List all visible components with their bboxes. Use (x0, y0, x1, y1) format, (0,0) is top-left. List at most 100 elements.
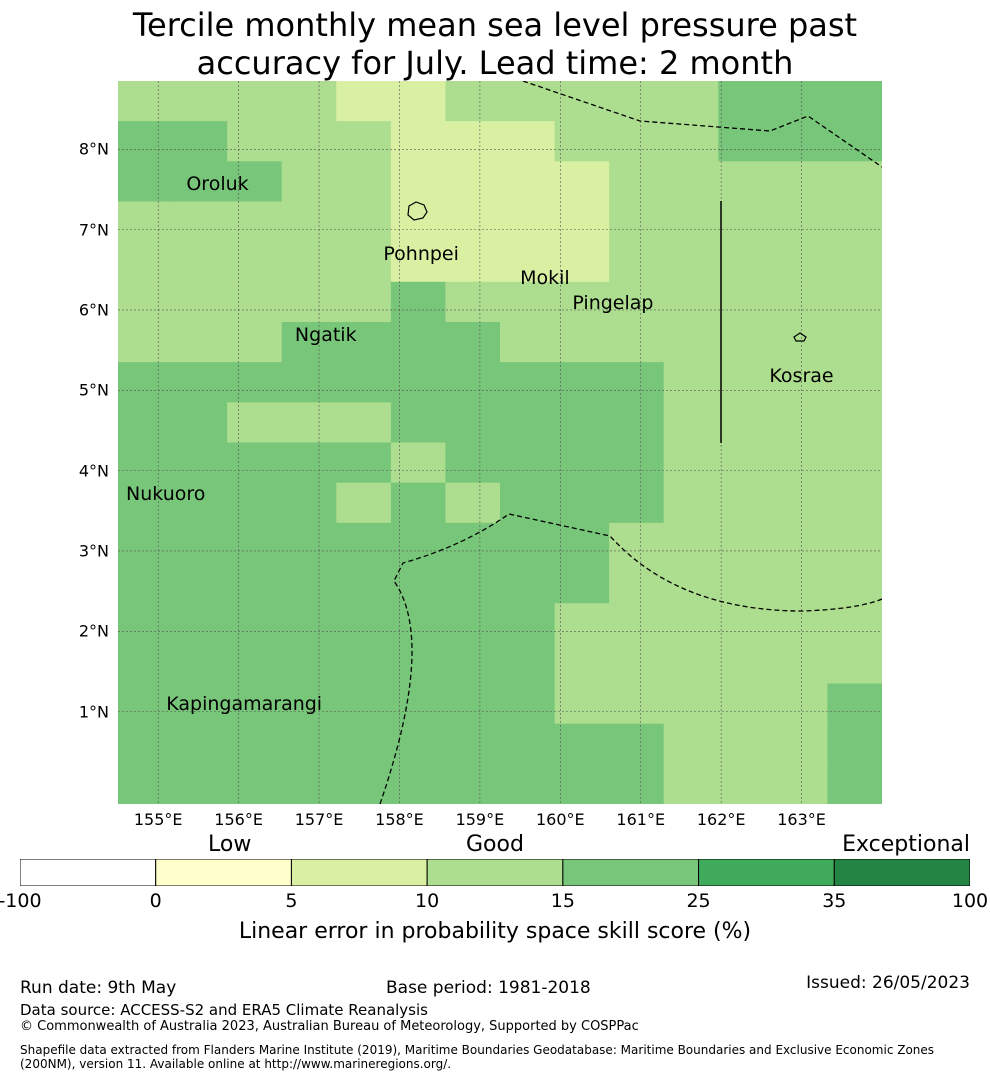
skill-cell (609, 362, 665, 403)
skill-cell (718, 563, 774, 604)
skill-cell (663, 402, 719, 444)
skill-cell (445, 201, 501, 243)
skill-cell (663, 442, 719, 484)
skill-cell (172, 161, 228, 203)
skill-cell (500, 442, 556, 484)
skill-cell (390, 241, 447, 283)
skill-cell (609, 241, 665, 283)
skill-cell (772, 442, 829, 484)
skill-cell (827, 81, 882, 122)
skill-cell (227, 522, 283, 564)
skill-cell (663, 81, 719, 122)
skill-cell (554, 161, 610, 203)
skill-cell (500, 322, 556, 363)
skill-cell (609, 161, 665, 203)
pohnpei-island-shape (407, 201, 428, 221)
colorbar-canvas (19, 858, 971, 887)
skill-cell (118, 81, 174, 122)
skill-cell (172, 603, 228, 644)
skill-cell (500, 161, 556, 203)
skill-cell (554, 121, 610, 162)
skill-cell (827, 362, 882, 403)
island-label: Ngatik (294, 323, 357, 346)
colorbar-segment (698, 858, 835, 887)
lon-tick-label: 162°E (696, 810, 746, 829)
skill-cell (772, 241, 829, 283)
skill-cell (663, 161, 719, 203)
skill-cell (336, 563, 392, 604)
skill-cell (772, 121, 829, 162)
lon-tick-label: 163°E (777, 810, 826, 829)
skill-cell (445, 402, 501, 444)
skill-cell (118, 281, 174, 323)
skill-cell (772, 482, 829, 524)
skill-cell (172, 723, 228, 765)
skill-cell (445, 482, 501, 524)
skill-cell (118, 402, 174, 444)
skill-cell (118, 563, 174, 604)
skill-cell (500, 241, 556, 283)
skill-cell (718, 522, 774, 564)
skill-cell (172, 482, 228, 524)
skill-cell (281, 643, 337, 685)
skill-cell (118, 201, 174, 243)
title-line-1: Tercile monthly mean sea level pressure … (132, 6, 858, 44)
skill-cell (227, 121, 283, 162)
skill-cell (390, 563, 447, 604)
skill-cell (227, 603, 283, 644)
skill-cell (500, 201, 556, 243)
skill-cell (500, 763, 556, 804)
skill-cell (554, 241, 610, 283)
lat-tick-label: 1°N (78, 702, 109, 722)
lat-tick-label: 4°N (78, 461, 109, 481)
skill-cell (827, 563, 882, 604)
skill-cell (772, 522, 829, 564)
skill-cell (554, 563, 610, 604)
skill-cell (118, 763, 174, 804)
skill-cell (118, 643, 174, 685)
skill-cell (172, 81, 228, 122)
skill-cell (390, 603, 447, 644)
colorbar-tick-label: 100 (951, 890, 989, 912)
skill-cell (827, 723, 882, 765)
skill-cell (390, 362, 447, 403)
skill-cell (772, 643, 829, 685)
skill-cell (390, 81, 447, 122)
title-line-2: accuracy for July. Lead time: 2 month (196, 44, 794, 82)
skill-cell (336, 121, 392, 162)
skill-cell (336, 683, 392, 725)
skill-cell (772, 362, 829, 403)
skill-cell (718, 603, 774, 644)
skill-cell (336, 482, 392, 524)
skill-cell (554, 603, 610, 644)
skill-cell (390, 402, 447, 444)
skill-cell (118, 522, 174, 564)
category-exceptional: Exceptional (842, 832, 970, 857)
skill-cell (336, 362, 392, 403)
skill-cell (663, 121, 719, 162)
data-source: Data source: ACCESS-S2 and ERA5 Climate … (20, 1001, 428, 1019)
skill-cell (336, 322, 392, 363)
skill-cell (500, 482, 556, 524)
skill-cell (445, 362, 501, 403)
skill-cell (227, 442, 283, 484)
skill-cell (772, 81, 829, 122)
skill-cell (718, 643, 774, 685)
lat-tick-label: 2°N (78, 621, 109, 641)
skill-cell (718, 281, 774, 323)
skill-cell (609, 121, 665, 162)
skill-cell (281, 322, 337, 363)
skill-cell (172, 563, 228, 604)
skill-cell (227, 161, 283, 203)
skill-cell (554, 683, 610, 725)
skill-cell (827, 482, 882, 524)
skill-cell (281, 442, 337, 484)
skill-cell (172, 522, 228, 564)
skill-cell (663, 763, 719, 804)
eez-boundary-north (522, 81, 882, 168)
skill-cell (554, 81, 610, 122)
skill-cell (281, 241, 337, 283)
skill-cell (281, 563, 337, 604)
lon-tick-label: 157°E (294, 810, 344, 829)
skill-cell (718, 763, 774, 804)
